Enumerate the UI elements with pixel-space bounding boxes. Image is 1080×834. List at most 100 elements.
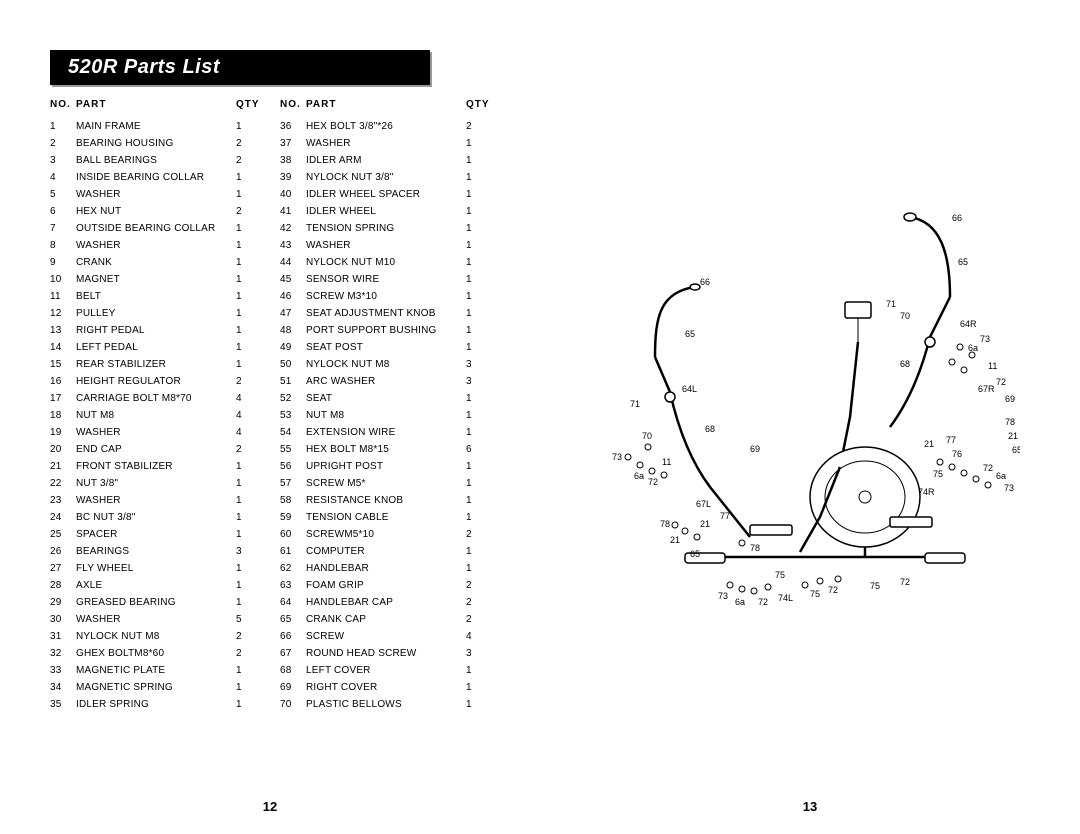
part-name: LEFT COVER bbox=[306, 662, 466, 679]
part-qty: 1 bbox=[236, 594, 270, 611]
svg-text:70: 70 bbox=[900, 311, 910, 321]
part-name: SCREW bbox=[306, 628, 466, 645]
part-no: 17 bbox=[50, 390, 76, 407]
part-qty: 1 bbox=[236, 458, 270, 475]
parts-row: 68LEFT COVER1 bbox=[280, 662, 500, 679]
part-name: ARC WASHER bbox=[306, 373, 466, 390]
part-qty: 3 bbox=[466, 356, 500, 373]
parts-row: 67ROUND HEAD SCREW3 bbox=[280, 645, 500, 662]
parts-row: 52SEAT1 bbox=[280, 390, 500, 407]
part-qty: 1 bbox=[466, 696, 500, 713]
part-qty: 3 bbox=[236, 543, 270, 560]
part-qty: 5 bbox=[236, 611, 270, 628]
header-qty: QTY bbox=[236, 99, 270, 110]
part-qty: 1 bbox=[466, 271, 500, 288]
part-qty: 2 bbox=[236, 203, 270, 220]
part-name: SCREW M3*10 bbox=[306, 288, 466, 305]
svg-text:78: 78 bbox=[660, 519, 670, 529]
part-qty: 6 bbox=[466, 441, 500, 458]
part-qty: 1 bbox=[466, 186, 500, 203]
part-name: RESISTANCE KNOB bbox=[306, 492, 466, 509]
svg-text:65: 65 bbox=[685, 329, 695, 339]
part-qty: 1 bbox=[466, 152, 500, 169]
header-qty: QTY bbox=[466, 99, 500, 110]
part-qty: 2 bbox=[236, 645, 270, 662]
part-qty: 1 bbox=[466, 237, 500, 254]
part-name: END CAP bbox=[76, 441, 236, 458]
svg-text:69: 69 bbox=[750, 444, 760, 454]
part-qty: 1 bbox=[466, 305, 500, 322]
part-qty: 1 bbox=[236, 305, 270, 322]
part-qty: 2 bbox=[466, 611, 500, 628]
svg-text:64R: 64R bbox=[960, 319, 977, 329]
part-qty: 1 bbox=[236, 322, 270, 339]
parts-row: 12PULLEY1 bbox=[50, 305, 270, 322]
part-name: SEAT POST bbox=[306, 339, 466, 356]
svg-text:74R: 74R bbox=[918, 487, 935, 497]
part-name: WASHER bbox=[76, 492, 236, 509]
part-name: MAGNET bbox=[76, 271, 236, 288]
parts-row: 9CRANK1 bbox=[50, 254, 270, 271]
part-no: 37 bbox=[280, 135, 306, 152]
part-qty: 1 bbox=[236, 220, 270, 237]
parts-row: 43WASHER1 bbox=[280, 237, 500, 254]
part-qty: 1 bbox=[236, 254, 270, 271]
parts-row: 25SPACER1 bbox=[50, 526, 270, 543]
svg-text:73: 73 bbox=[612, 452, 622, 462]
part-no: 66 bbox=[280, 628, 306, 645]
column-header: No. PART QTY bbox=[280, 99, 500, 110]
svg-text:21: 21 bbox=[1008, 431, 1018, 441]
parts-row: 26BEARINGS3 bbox=[50, 543, 270, 560]
svg-text:65: 65 bbox=[690, 549, 700, 559]
part-qty: 1 bbox=[236, 560, 270, 577]
part-no: 46 bbox=[280, 288, 306, 305]
part-name: GREASED BEARING bbox=[76, 594, 236, 611]
part-name: MAGNETIC PLATE bbox=[76, 662, 236, 679]
part-name: TENSION CABLE bbox=[306, 509, 466, 526]
part-name: SCREW M5* bbox=[306, 475, 466, 492]
part-no: 10 bbox=[50, 271, 76, 288]
column-header: No. PART QTY bbox=[50, 99, 270, 110]
part-no: 48 bbox=[280, 322, 306, 339]
part-no: 63 bbox=[280, 577, 306, 594]
part-name: SENSOR WIRE bbox=[306, 271, 466, 288]
part-qty: 1 bbox=[236, 492, 270, 509]
part-name: REAR STABILIZER bbox=[76, 356, 236, 373]
page-number-right: 13 bbox=[803, 799, 817, 814]
part-qty: 2 bbox=[236, 628, 270, 645]
parts-row: 24BC NUT 3/8"1 bbox=[50, 509, 270, 526]
parts-row: 53NUT M81 bbox=[280, 407, 500, 424]
part-name: CARRIAGE BOLT M8*70 bbox=[76, 390, 236, 407]
parts-row: 14LEFT PEDAL1 bbox=[50, 339, 270, 356]
parts-row: 13RIGHT PEDAL1 bbox=[50, 322, 270, 339]
part-no: 5 bbox=[50, 186, 76, 203]
part-name: SCREWM5*10 bbox=[306, 526, 466, 543]
part-qty: 1 bbox=[466, 322, 500, 339]
parts-row: 17CARRIAGE BOLT M8*704 bbox=[50, 390, 270, 407]
part-name: WASHER bbox=[76, 424, 236, 441]
part-name: NYLOCK NUT M8 bbox=[306, 356, 466, 373]
parts-row: 42TENSION SPRING1 bbox=[280, 220, 500, 237]
parts-row: 10MAGNET1 bbox=[50, 271, 270, 288]
part-name: FOAM GRIP bbox=[306, 577, 466, 594]
parts-row: 37WASHER1 bbox=[280, 135, 500, 152]
part-name: FLY WHEEL bbox=[76, 560, 236, 577]
parts-row: 30WASHER5 bbox=[50, 611, 270, 628]
svg-text:78: 78 bbox=[1005, 417, 1015, 427]
part-no: 54 bbox=[280, 424, 306, 441]
svg-text:74L: 74L bbox=[778, 593, 793, 603]
parts-row: 38IDLER ARM1 bbox=[280, 152, 500, 169]
parts-row: 7OUTSIDE BEARING COLLAR1 bbox=[50, 220, 270, 237]
part-no: 60 bbox=[280, 526, 306, 543]
part-no: 4 bbox=[50, 169, 76, 186]
part-qty: 1 bbox=[466, 679, 500, 696]
part-no: 52 bbox=[280, 390, 306, 407]
part-qty: 4 bbox=[236, 390, 270, 407]
part-name: IDLER WHEEL SPACER bbox=[306, 186, 466, 203]
part-qty: 1 bbox=[236, 475, 270, 492]
svg-text:6a: 6a bbox=[634, 471, 644, 481]
part-qty: 1 bbox=[466, 543, 500, 560]
parts-row: 50NYLOCK NUT M83 bbox=[280, 356, 500, 373]
parts-row: 41IDLER WHEEL1 bbox=[280, 203, 500, 220]
part-qty: 1 bbox=[466, 135, 500, 152]
